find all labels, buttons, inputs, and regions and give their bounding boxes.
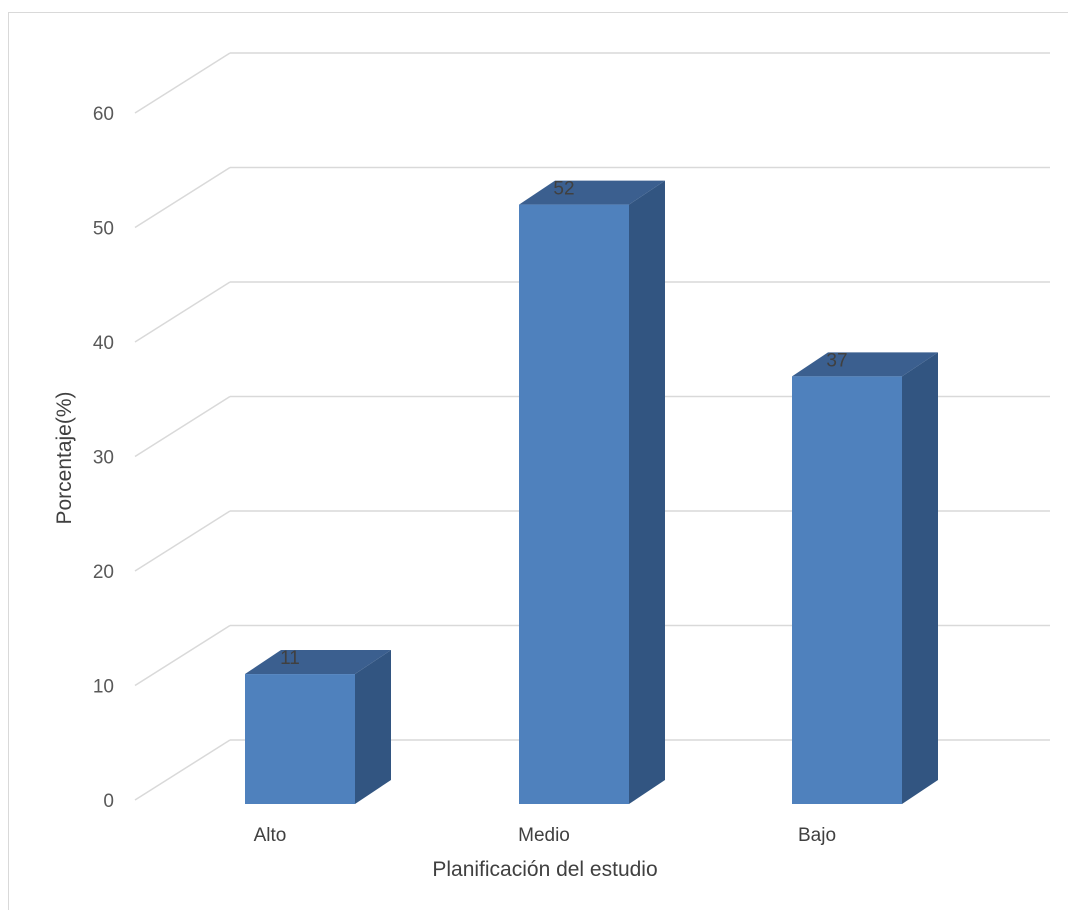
bar-top bbox=[245, 650, 391, 675]
bar-top bbox=[519, 180, 665, 205]
bar-bajo bbox=[792, 352, 938, 804]
gridline-depth bbox=[134, 739, 231, 801]
bar-top bbox=[792, 352, 938, 377]
y-axis-title: Porcentaje(%) bbox=[53, 391, 76, 524]
data-label: 52 bbox=[553, 179, 574, 200]
gridline-depth bbox=[134, 624, 231, 687]
gridline-depth bbox=[134, 510, 231, 572]
data-labels: 11 52 37 bbox=[280, 179, 847, 669]
category-label: Alto bbox=[254, 825, 287, 846]
bar-alto bbox=[245, 650, 391, 804]
bar-side bbox=[629, 180, 665, 805]
gridline-depth bbox=[134, 395, 231, 458]
category-label: Medio bbox=[518, 825, 570, 846]
y-tick-label: 60 bbox=[93, 104, 114, 125]
bar-front bbox=[519, 204, 629, 805]
bar-side bbox=[355, 650, 391, 804]
data-label: 37 bbox=[826, 350, 847, 371]
y-tick-label: 40 bbox=[93, 333, 114, 354]
gridline-depth bbox=[134, 166, 231, 229]
bar-front bbox=[245, 674, 355, 804]
category-label: Bajo bbox=[798, 825, 836, 846]
x-axis-title: Planificación del estudio bbox=[432, 858, 657, 881]
chart-frame bbox=[8, 12, 1068, 910]
y-axis-ticks: 0 10 20 30 40 50 60 bbox=[93, 104, 114, 812]
data-label: 11 bbox=[280, 648, 300, 669]
y-tick-label: 50 bbox=[93, 219, 114, 240]
y-tick-label: 10 bbox=[93, 677, 114, 698]
bar-side bbox=[902, 352, 938, 804]
gridline-depth bbox=[134, 52, 231, 114]
y-tick-label: 20 bbox=[93, 562, 114, 583]
bar-front bbox=[792, 376, 902, 804]
bar-medio bbox=[519, 180, 665, 805]
gridline-depth bbox=[134, 281, 231, 343]
x-axis-categories: Alto Medio Bajo bbox=[254, 825, 836, 846]
y-tick-label: 30 bbox=[93, 448, 114, 469]
y-tick-label: 0 bbox=[103, 791, 114, 812]
bars bbox=[245, 180, 938, 805]
